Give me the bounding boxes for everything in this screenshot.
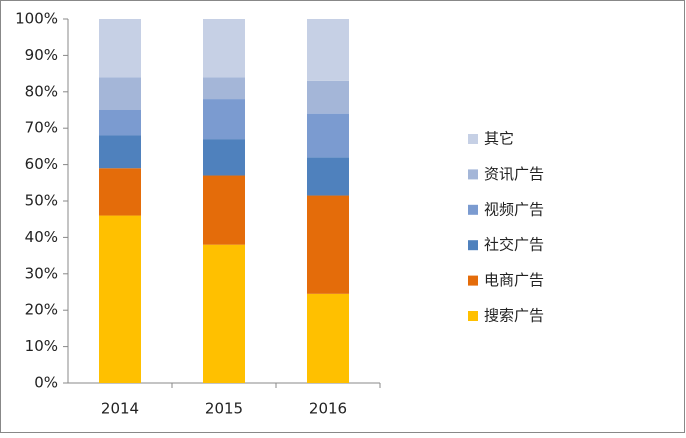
legend-label: 视频广告 (484, 200, 544, 218)
y-tick-label: 90% (25, 46, 58, 64)
bar-segment (99, 19, 141, 78)
legend-label: 搜索广告 (484, 307, 544, 325)
bar-segment (203, 244, 245, 383)
bar-segment (307, 195, 349, 294)
bar-segment (99, 215, 141, 383)
legend-swatch (468, 134, 478, 144)
y-tick-label: 70% (25, 119, 58, 137)
bar-segment (307, 80, 349, 114)
legend-label: 其它 (484, 130, 514, 148)
legend-swatch (468, 169, 478, 180)
bar-segment (203, 175, 245, 245)
bar-segment (99, 135, 141, 169)
bar-segment (203, 77, 245, 100)
x-tick-label: 2015 (205, 400, 243, 418)
y-tick-label: 80% (25, 82, 58, 100)
legend-swatch (468, 240, 478, 251)
bar-segment (99, 110, 141, 136)
legend-label: 社交广告 (484, 236, 544, 254)
legend-label: 资讯广告 (484, 165, 544, 183)
y-tick-label: 30% (25, 264, 58, 282)
y-tick-label: 40% (25, 228, 58, 246)
bar-segment (203, 99, 245, 140)
y-tick-label: 20% (25, 301, 58, 319)
legend-swatch (468, 275, 478, 286)
y-tick-label: 10% (25, 337, 58, 355)
bar-segment (203, 19, 245, 78)
legend-swatch (468, 204, 478, 215)
bar-segment (307, 157, 349, 196)
bar-segment (99, 168, 141, 216)
y-tick-label: 50% (25, 192, 58, 210)
x-tick-label: 2014 (101, 400, 139, 418)
legend-swatch (468, 311, 478, 321)
legend-label: 电商广告 (484, 271, 544, 289)
bar-segment (203, 139, 245, 176)
bar-segment (307, 293, 349, 383)
x-tick-label: 2016 (309, 400, 347, 418)
bar-segment (307, 19, 349, 81)
y-tick-label: 100% (15, 10, 58, 28)
y-tick-label: 0% (34, 374, 58, 392)
bar-segment (99, 77, 141, 110)
y-tick-label: 60% (25, 155, 58, 173)
bar-segment (307, 113, 349, 158)
